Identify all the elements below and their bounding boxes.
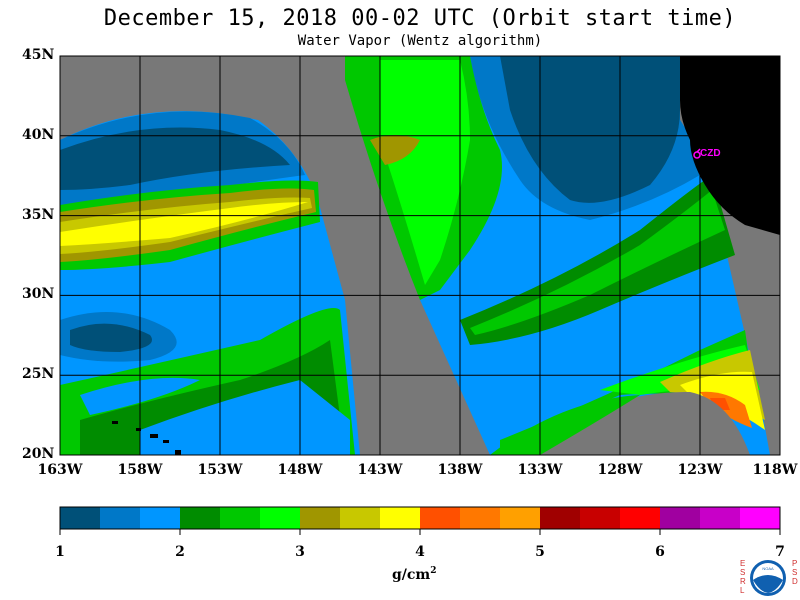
latitude-label: 40N (22, 126, 55, 143)
hawaii-islands (112, 421, 181, 455)
longitude-label: 153W (197, 462, 243, 478)
colorbar-swatch (580, 507, 620, 529)
colorbar-label: 5 (535, 544, 545, 560)
longitude-label: 163W (37, 462, 83, 478)
map-title: December 15, 2018 00-02 UTC (Orbit start… (103, 6, 737, 31)
longitude-label: 118W (752, 462, 798, 478)
colorbar-swatch (180, 507, 220, 529)
station-marker (693, 148, 701, 159)
longitude-label: 143W (357, 462, 403, 478)
longitude-label: 138W (437, 462, 483, 478)
colorbar-label: 1 (55, 544, 65, 560)
colorbar-label: 6 (655, 544, 665, 560)
colorbar-label: 7 (775, 544, 785, 560)
colorbar-swatch (220, 507, 260, 529)
longitude-label: 123W (677, 462, 723, 478)
left-swath (60, 111, 360, 455)
svg-text:NOAA: NOAA (762, 566, 774, 571)
colorbar (59, 506, 781, 535)
colorbar-swatch (740, 507, 780, 529)
latitude-label: 20N (22, 446, 55, 462)
colorbar-swatch (620, 507, 660, 529)
colorbar-swatch (100, 507, 140, 529)
colorbar-label: 3 (295, 544, 305, 560)
right-swath (345, 56, 770, 455)
land-mass (680, 56, 780, 235)
latitude-label: 25N (22, 366, 55, 383)
latitude-label: 30N (22, 286, 55, 303)
colorbar-swatch (380, 507, 420, 529)
colorbar-swatch (420, 507, 460, 529)
colorbar-swatch (300, 507, 340, 529)
longitude-label: 133W (517, 462, 563, 478)
longitude-label: 128W (597, 462, 643, 478)
grid-lines (60, 56, 780, 455)
station-label: CZD (700, 148, 721, 159)
latitude-label: 45N (22, 47, 55, 63)
map-subtitle: Water Vapor (Wentz algorithm) (297, 33, 543, 49)
latitude-label: 35N (22, 206, 55, 223)
colorbar-swatch (700, 507, 740, 529)
longitude-label: 158W (117, 462, 163, 478)
colorbar-swatch (140, 507, 180, 529)
colorbar-label: 2 (175, 544, 185, 560)
colorbar-swatch (540, 507, 580, 529)
colorbar-swatch (500, 507, 540, 529)
colorbar-swatch (60, 507, 100, 529)
longitude-label: 148W (277, 462, 323, 478)
colorbar-swatch (460, 507, 500, 529)
colorbar-swatch (260, 507, 300, 529)
colorbar-units: g/cm2 (392, 566, 437, 583)
colorbar-swatch (340, 507, 380, 529)
colorbar-swatch (660, 507, 700, 529)
plot-frame (59, 55, 781, 456)
colorbar-label: 4 (415, 544, 425, 560)
